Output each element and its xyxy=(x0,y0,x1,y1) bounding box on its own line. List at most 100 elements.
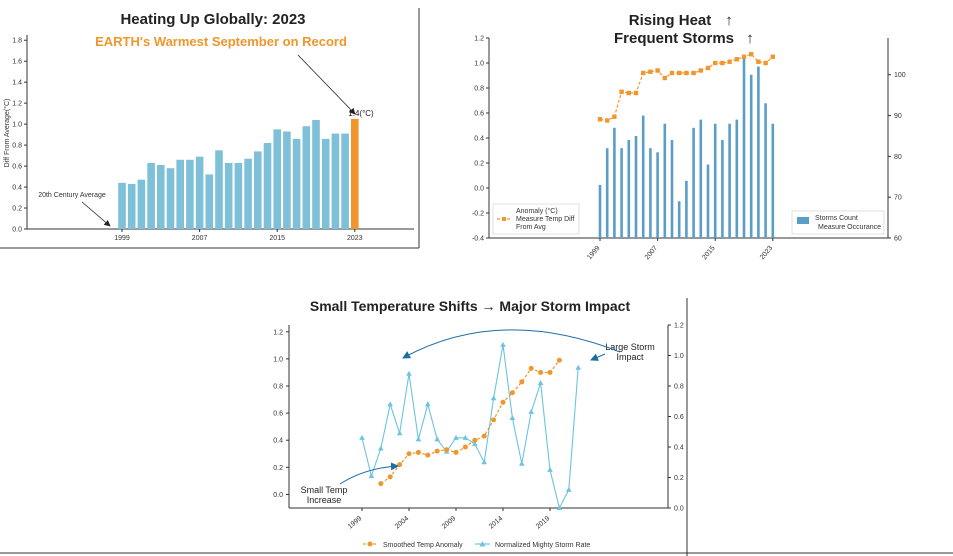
chart2-anomaly-marker xyxy=(669,70,675,76)
chart2-anomaly-marker xyxy=(626,90,631,96)
chart3-left-ytick-label: 0.6 xyxy=(273,411,283,418)
chart3-storm-marker xyxy=(537,379,544,385)
chart1-ylabel: Diff From Average(°C) xyxy=(3,99,11,168)
chart1-ytick-label: 0.6 xyxy=(12,164,22,171)
chart3-small-annotation-line2: Increase xyxy=(307,495,342,505)
chart3-left-ytick-label: 0.2 xyxy=(273,465,283,472)
chart3-small-arrow xyxy=(339,462,399,485)
chart3-temp-line xyxy=(380,359,560,485)
chart2-anomaly-marker xyxy=(734,57,739,62)
chart3-storm-marker xyxy=(415,436,422,442)
chart2-storm-bar xyxy=(663,123,667,238)
chart3-temp-marker xyxy=(528,365,534,371)
chart3-left-ytick-label: 0.0 xyxy=(273,492,283,499)
chart3-title: Small Temperature Shifts → Major Storm I… xyxy=(310,298,631,314)
chart1-ytick-label: 1.2 xyxy=(12,101,22,108)
chart2-right-ytick-label: 70 xyxy=(894,195,902,202)
chart3-xtick-label: 2009 xyxy=(441,515,458,530)
chart3-temp-marker xyxy=(453,449,459,455)
chart2-storm-bar xyxy=(685,180,688,238)
chart1-bar xyxy=(292,138,301,229)
chart2-left-ytick-label: 1.0 xyxy=(474,61,484,68)
chart3-large-annotation-line2: Impact xyxy=(616,352,644,362)
chart3-legend-temp-label: Smoothed Temp Anomaly xyxy=(383,542,463,549)
chart3-storm-marker xyxy=(406,370,412,376)
chart3-left-ytick-label: 1.0 xyxy=(273,356,283,363)
chart3-xtick-label: 1999 xyxy=(347,515,364,530)
chart3-right-ytick-label: 0.4 xyxy=(674,445,684,452)
chart2-storm-bar xyxy=(656,152,659,238)
chart1-bar xyxy=(263,143,272,229)
chart3-large-arrow-right xyxy=(590,353,606,361)
chart3-storm-marker xyxy=(387,401,393,407)
chart3-temp-marker xyxy=(509,390,515,396)
chart1-xtick-label: 2023 xyxy=(347,235,363,242)
chart2-anomaly-marker xyxy=(662,75,667,81)
chart2-legend-anomaly-box xyxy=(492,203,580,235)
chart2-storm-bar xyxy=(641,115,645,238)
chart1-title: Heating Up Globally: 2023 xyxy=(120,11,305,28)
chart2-anomaly-marker xyxy=(720,60,725,66)
chart1-ytick-label: 1.8 xyxy=(12,38,22,45)
chart2-anomaly-marker xyxy=(597,117,603,122)
chart1-bar xyxy=(224,162,233,229)
chart3-right-ytick-label: 1.2 xyxy=(674,323,684,330)
chart2-storm-bar xyxy=(771,123,775,238)
chart1-bar xyxy=(205,174,214,229)
chart2-right-ytick-label: 90 xyxy=(894,113,902,120)
chart2-legend-anomaly: Anomaly (°C) Measure Temp Diff From Avg xyxy=(492,203,580,235)
chart2-legend-anomaly-line3: From Avg xyxy=(516,224,546,231)
chart3-storm-marker xyxy=(490,395,497,401)
chart3-large-annotation-line1: Large Storm xyxy=(605,342,655,352)
chart1-xtick-label: 2015 xyxy=(269,235,285,242)
chart1-bar xyxy=(341,133,349,229)
chart2-title-arrow-1: ↑ xyxy=(725,12,733,29)
chart2-anomaly-marker xyxy=(605,118,610,123)
chart1-bar xyxy=(147,162,155,229)
chart3-xtick-label: 2014 xyxy=(488,515,505,530)
chart2-storm-bar xyxy=(670,140,674,238)
chart1-bar xyxy=(137,179,146,229)
chart3-temp-marker xyxy=(538,369,544,375)
chart3-left-ytick-label: 1.2 xyxy=(273,329,283,336)
chart3-right-ytick-label: 0.2 xyxy=(674,475,684,482)
chart2-xtick-label: 2015 xyxy=(701,245,716,262)
chart2-anomaly-marker xyxy=(727,59,732,64)
chart3-legend: Smoothed Temp Anomaly Normalized Mighty … xyxy=(363,541,590,549)
chart2-storm-bar xyxy=(749,74,753,238)
chart1-bar xyxy=(312,119,320,229)
chart2-storm-bar xyxy=(620,148,623,238)
chart2-anomaly-marker xyxy=(684,70,689,76)
chart-heating-up: Heating Up Globally: 2023 EARTH's Warmes… xyxy=(3,11,414,242)
chart2-storm-bar xyxy=(677,201,681,238)
chart1-bar xyxy=(195,156,204,229)
chart3-temp-marker xyxy=(472,437,478,443)
chart3-temp-marker xyxy=(500,399,506,405)
chart3-storm-marker xyxy=(434,436,440,442)
chart2-anomaly-line xyxy=(599,53,774,122)
chart3-temp-marker xyxy=(406,451,412,457)
chart2-left-ytick-label: 1.2 xyxy=(474,36,484,43)
chart3-storm-marker xyxy=(462,434,469,440)
chart2-anomaly-marker xyxy=(655,68,660,73)
chart2-left-ytick-label: 0.6 xyxy=(474,111,484,118)
chart3-storm-marker xyxy=(509,415,516,421)
chart1-bar xyxy=(157,165,165,229)
chart3-right-ytick-label: 0.8 xyxy=(674,384,684,391)
chart3-left-ytick-label: 0.8 xyxy=(273,384,283,391)
chart1-ytick-label: 1.0 xyxy=(12,122,22,129)
chart1-bar xyxy=(283,131,291,229)
chart2-left-ytick-label: -0.2 xyxy=(472,211,484,218)
chart2-anomaly-marker xyxy=(612,114,617,119)
chart1-peak-annotation: 1.4(°C) xyxy=(348,109,374,118)
chart2-right-ytick-label: 80 xyxy=(894,154,902,161)
chart3-xtick-label: 2019 xyxy=(535,515,552,530)
chart2-anomaly-marker xyxy=(763,60,768,66)
chart2-anomaly-marker xyxy=(705,65,711,71)
chart1-subtitle: EARTH's Warmest September on Record xyxy=(95,34,347,49)
chart2-storm-bar xyxy=(764,103,767,238)
chart2-left-ytick-label: 0.8 xyxy=(474,86,484,93)
chart3-storm-marker xyxy=(472,440,478,446)
chart3-temp-marker xyxy=(387,474,393,480)
